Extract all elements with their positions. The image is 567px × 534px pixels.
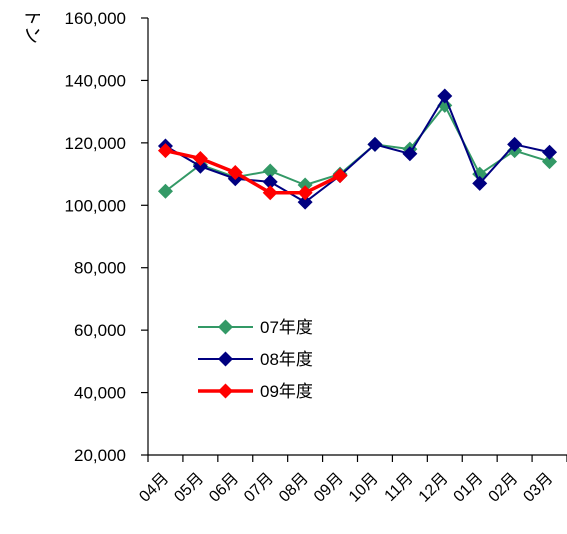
- legend-item: 09年度: [198, 382, 313, 401]
- y-tick-label: 40,000: [74, 384, 126, 403]
- legend-item: 07年度: [198, 318, 313, 337]
- data-point: [437, 88, 453, 104]
- y-tick-label: 120,000: [65, 134, 126, 153]
- data-point: [367, 136, 383, 152]
- x-tick-label: 12月: [416, 470, 452, 506]
- series-1: [157, 97, 558, 199]
- x-tick-label: 06月: [206, 470, 242, 506]
- x-tick-label: 04月: [136, 470, 172, 506]
- y-tick-label: 60,000: [74, 321, 126, 340]
- legend-item: 08年度: [198, 350, 313, 369]
- x-tick-label: 03月: [520, 470, 556, 506]
- data-point: [262, 163, 278, 179]
- data-point: [157, 143, 173, 159]
- data-point: [227, 165, 243, 181]
- data-point: [507, 136, 523, 152]
- data-point: [542, 154, 558, 170]
- series-line: [164, 104, 550, 193]
- legend-label: 09年度: [260, 382, 313, 401]
- legend-marker: [218, 319, 233, 335]
- data-point: [297, 177, 313, 193]
- y-tick-label: 140,000: [65, 71, 126, 90]
- series-2: [157, 88, 558, 210]
- data-point: [332, 168, 348, 184]
- y-tick-label: 100,000: [65, 196, 126, 215]
- data-point: [297, 194, 313, 210]
- data-point: [542, 144, 558, 160]
- y-tick-label: 160,000: [65, 9, 126, 28]
- series-3: [157, 143, 348, 201]
- data-point: [262, 185, 278, 201]
- legend: 07年度 08年度 09年度: [198, 318, 313, 401]
- data-point: [472, 175, 488, 191]
- y-tick-label: 20,000: [74, 446, 126, 465]
- y-axis-unit-label: トン: [22, 8, 42, 44]
- data-point: [157, 183, 173, 199]
- x-tick-label: 05月: [171, 470, 207, 506]
- x-tick-label: 02月: [486, 470, 522, 506]
- series-line: [164, 95, 550, 204]
- series-layer: [157, 88, 558, 210]
- x-tick-label: 01月: [451, 470, 487, 506]
- legend-marker: [218, 351, 233, 367]
- x-tick-label: 08月: [276, 470, 312, 506]
- x-tick-label: 11月: [382, 470, 417, 505]
- y-tick-label: 80,000: [74, 259, 126, 278]
- data-point: [192, 158, 208, 174]
- x-tick-label: 07月: [241, 470, 277, 506]
- legend-label: 08年度: [260, 350, 313, 369]
- x-tick-label: 10月: [346, 470, 382, 506]
- data-point: [192, 150, 208, 166]
- data-point: [297, 185, 313, 201]
- legend-marker: [218, 383, 233, 399]
- data-point: [402, 146, 418, 162]
- axes: 20,000 40,000 60,000 80,000 100,000 120,000 14…: [65, 9, 567, 506]
- legend-label: 07年度: [260, 318, 313, 337]
- x-tick-label: 09月: [311, 470, 347, 506]
- data-point: [262, 174, 278, 190]
